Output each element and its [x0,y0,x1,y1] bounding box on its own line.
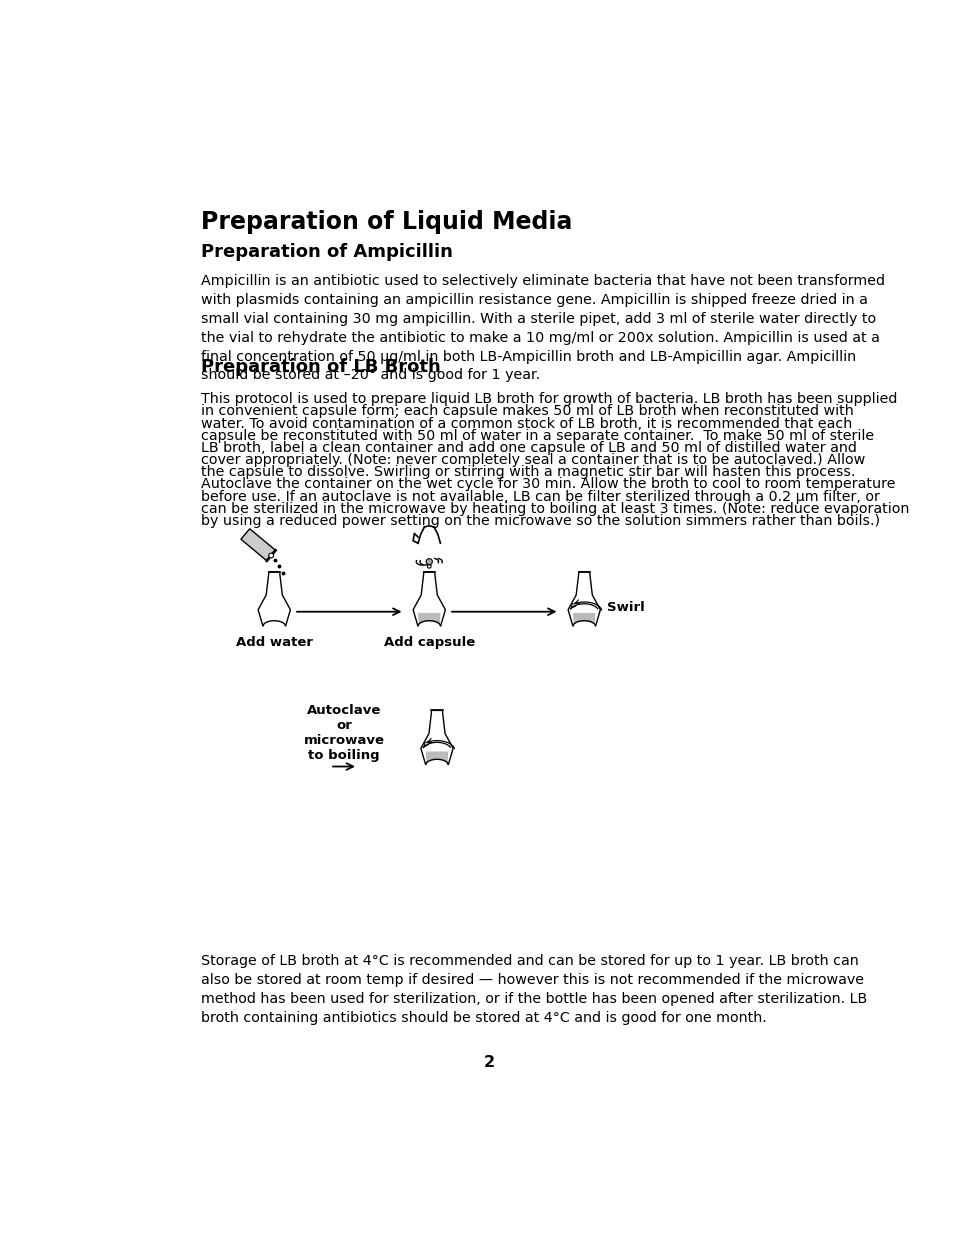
Text: capsule be reconstituted with 50 ml of water in a separate container.  To make 5: capsule be reconstituted with 50 ml of w… [200,429,873,443]
Text: the capsule to dissolve. Swirling or stirring with a magnetic stir bar will hast: the capsule to dissolve. Swirling or sti… [200,466,854,479]
Text: Storage of LB broth at 4°C is recommended and can be stored for up to 1 year. LB: Storage of LB broth at 4°C is recommende… [200,955,866,1025]
Text: This protocol is used to prepare liquid LB broth for growth of bacteria. LB brot: This protocol is used to prepare liquid … [200,393,896,406]
Text: Preparation of LB Broth: Preparation of LB Broth [200,358,440,377]
Text: Preparation of Ampicillin: Preparation of Ampicillin [200,243,452,261]
Text: LB broth, label a clean container and add one capsule of LB and 50 ml of distill: LB broth, label a clean container and ad… [200,441,856,454]
Circle shape [426,558,432,564]
Text: can be sterilized in the microwave by heating to boiling at least 3 times. (Note: can be sterilized in the microwave by he… [200,501,908,516]
Text: Ampicillin is an antibiotic used to selectively eliminate bacteria that have not: Ampicillin is an antibiotic used to sele… [200,274,883,383]
Text: by using a reduced power setting on the microwave so the solution simmers rather: by using a reduced power setting on the … [200,514,879,527]
Text: Swirl: Swirl [606,601,643,614]
Polygon shape [425,751,448,764]
Text: in convenient capsule form; each capsule makes 50 ml of LB broth when reconstitu: in convenient capsule form; each capsule… [200,404,853,419]
Text: 2: 2 [483,1055,494,1070]
Text: Autoclave the container on the wet cycle for 30 min. Allow the broth to cool to : Autoclave the container on the wet cycle… [200,478,894,492]
Text: before use. If an autoclave is not available, LB can be filter sterilized throug: before use. If an autoclave is not avail… [200,489,879,504]
Polygon shape [573,613,595,626]
Text: water. To avoid contamination of a common stock of LB broth, it is recommended t: water. To avoid contamination of a commo… [200,416,851,431]
Polygon shape [241,529,275,561]
Polygon shape [417,613,440,626]
Text: Add water: Add water [235,636,313,648]
Circle shape [269,553,274,558]
Text: Autoclave
or
microwave
to boiling: Autoclave or microwave to boiling [303,704,384,762]
Text: cover appropriately. (Note: never completely seal a container that is to be auto: cover appropriately. (Note: never comple… [200,453,864,467]
Text: Preparation of Liquid Media: Preparation of Liquid Media [200,210,572,233]
Text: Add capsule: Add capsule [383,636,475,648]
Polygon shape [241,530,274,561]
